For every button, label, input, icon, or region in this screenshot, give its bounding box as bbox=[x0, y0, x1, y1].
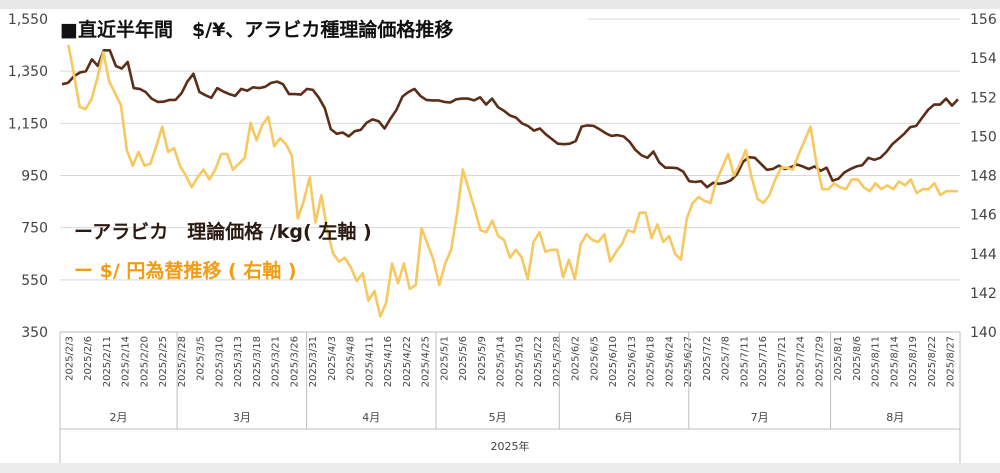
x-tick-label: 2025/8/27 bbox=[946, 336, 957, 387]
x-tick-label: 2025/7/8 bbox=[721, 336, 732, 381]
x-tick-label: 2025/5/28 bbox=[552, 336, 563, 387]
grid-lines bbox=[60, 18, 960, 333]
x-tick-label: 2025/2/25 bbox=[158, 336, 169, 387]
x-tick-label: 2025/3/21 bbox=[271, 336, 282, 387]
x-tick-label: 2025/4/22 bbox=[402, 336, 413, 387]
x-tick-label: 2025/3/31 bbox=[308, 336, 319, 387]
x-tick-label: 2025/8/19 bbox=[908, 336, 919, 387]
y-right-tick-label: 142 bbox=[970, 286, 997, 302]
x-tick-label: 2025/8/14 bbox=[889, 336, 900, 387]
year-label: 2025年 bbox=[491, 439, 530, 453]
x-tick-label: 2025/8/1 bbox=[833, 336, 844, 381]
series-line-usdjpy bbox=[60, 30, 958, 318]
x-tick-label: 2025/3/5 bbox=[196, 336, 207, 381]
month-label: 6月 bbox=[615, 411, 633, 424]
x-tick-label: 2025/4/11 bbox=[364, 336, 375, 387]
x-tick-label: 2025/6/5 bbox=[589, 336, 600, 381]
y-right-tick-label: 148 bbox=[970, 169, 997, 185]
title-background bbox=[58, 15, 588, 45]
x-tick-label: 2025/7/29 bbox=[814, 336, 825, 387]
x-tick-label: 2025/4/16 bbox=[383, 336, 394, 387]
x-tick-label: 2025/7/21 bbox=[777, 336, 788, 387]
y-left-tick-label: 1,150 bbox=[8, 116, 48, 132]
x-tick-label: 2025/8/22 bbox=[927, 336, 938, 387]
x-tick-label: 2025/6/24 bbox=[664, 336, 675, 387]
month-label: 4月 bbox=[362, 411, 380, 424]
x-tick-label: 2025/3/18 bbox=[252, 336, 263, 387]
x-tick-label: 2025/2/6 bbox=[83, 336, 94, 381]
y-right-tick-label: 152 bbox=[970, 90, 997, 106]
x-tick-label: 2025/6/10 bbox=[608, 336, 619, 387]
legend-arabica: ーアラビカ 理論価格 /kg( 左軸 ) bbox=[74, 220, 372, 243]
x-tick-label: 2025/5/19 bbox=[514, 336, 525, 387]
x-tick-label: 2025/5/14 bbox=[496, 336, 507, 387]
x-tick-label: 2025/2/14 bbox=[121, 336, 132, 387]
y-right-tick-label: 150 bbox=[970, 129, 997, 145]
y-right-tick-label: 140 bbox=[970, 325, 997, 341]
x-tick-label: 2025/6/2 bbox=[571, 336, 582, 381]
x-tick-label: 2025/8/6 bbox=[852, 336, 863, 381]
x-tick-label: 2025/3/13 bbox=[233, 336, 244, 387]
x-tick-label: 2025/5/1 bbox=[439, 336, 450, 381]
y-left-tick-label: 750 bbox=[21, 221, 48, 237]
x-tick-label: 2025/4/8 bbox=[346, 336, 357, 381]
y-right-tick-label: 144 bbox=[970, 247, 997, 263]
x-axis: 2025/2/3 2025/2/6 2025/2/11 2025/2/14 2025/2… bbox=[59, 331, 961, 463]
y-left-tick-label: 1,550 bbox=[8, 12, 48, 28]
chart-title: ■直近半年間 $/¥、アラビカ種理論価格推移 bbox=[60, 18, 453, 41]
x-tick-label: 2025/3/10 bbox=[214, 336, 225, 387]
x-tick-label: 2025/7/11 bbox=[739, 336, 750, 387]
series-line-arabica bbox=[61, 48, 959, 189]
series-lines bbox=[60, 30, 959, 318]
month-label: 2月 bbox=[110, 411, 128, 424]
x-tick-label: 2025/8/11 bbox=[871, 336, 882, 387]
month-label: 5月 bbox=[489, 411, 507, 424]
y-left-tick-label: 1,350 bbox=[8, 64, 48, 80]
x-tick-label: 2025/2/28 bbox=[177, 336, 188, 387]
y-right-axis: 140 142 144 146 148 150 152 154 156 bbox=[970, 12, 997, 341]
y-left-tick-label: 950 bbox=[21, 169, 48, 185]
x-tick-label: 2025/5/22 bbox=[533, 336, 544, 387]
x-tick-label: 2025/3/26 bbox=[289, 336, 300, 387]
window-top-strip bbox=[0, 0, 1000, 9]
x-tick-label: 2025/2/11 bbox=[102, 336, 113, 387]
x-tick-label: 2025/7/2 bbox=[702, 336, 713, 381]
x-tick-label: 2025/2/20 bbox=[139, 336, 150, 387]
x-tick-label: 2025/4/25 bbox=[421, 336, 432, 387]
y-right-tick-label: 156 bbox=[970, 12, 997, 28]
month-label: 8月 bbox=[886, 411, 904, 424]
month-label: 7月 bbox=[751, 411, 769, 424]
legend-usdjpy: ー $/ 円為替推移 ( 右軸 ) bbox=[74, 259, 297, 282]
x-tick-label: 2025/6/18 bbox=[646, 336, 657, 387]
x-tick-label: 2025/2/3 bbox=[64, 336, 75, 381]
x-tick-label: 2025/7/24 bbox=[796, 336, 807, 387]
x-tick-label: 2025/5/9 bbox=[477, 336, 488, 381]
window-bottom-strip bbox=[0, 463, 1000, 473]
y-left-axis: 350 550 750 950 1,150 1,350 1,550 bbox=[8, 12, 48, 341]
y-left-tick-label: 350 bbox=[21, 325, 48, 341]
month-label: 3月 bbox=[233, 411, 251, 424]
x-tick-label: 2025/4/3 bbox=[327, 336, 338, 381]
x-tick-label: 2025/7/16 bbox=[758, 336, 769, 387]
x-tick-label: 2025/5/6 bbox=[458, 336, 469, 381]
y-right-tick-label: 154 bbox=[970, 51, 997, 67]
y-left-tick-label: 550 bbox=[21, 273, 48, 289]
chart: 350 550 750 950 1,150 1,350 1,550 140 142 144 146… bbox=[8, 12, 997, 463]
x-tick-label: 2025/6/13 bbox=[627, 336, 638, 387]
y-right-tick-label: 146 bbox=[970, 208, 997, 224]
